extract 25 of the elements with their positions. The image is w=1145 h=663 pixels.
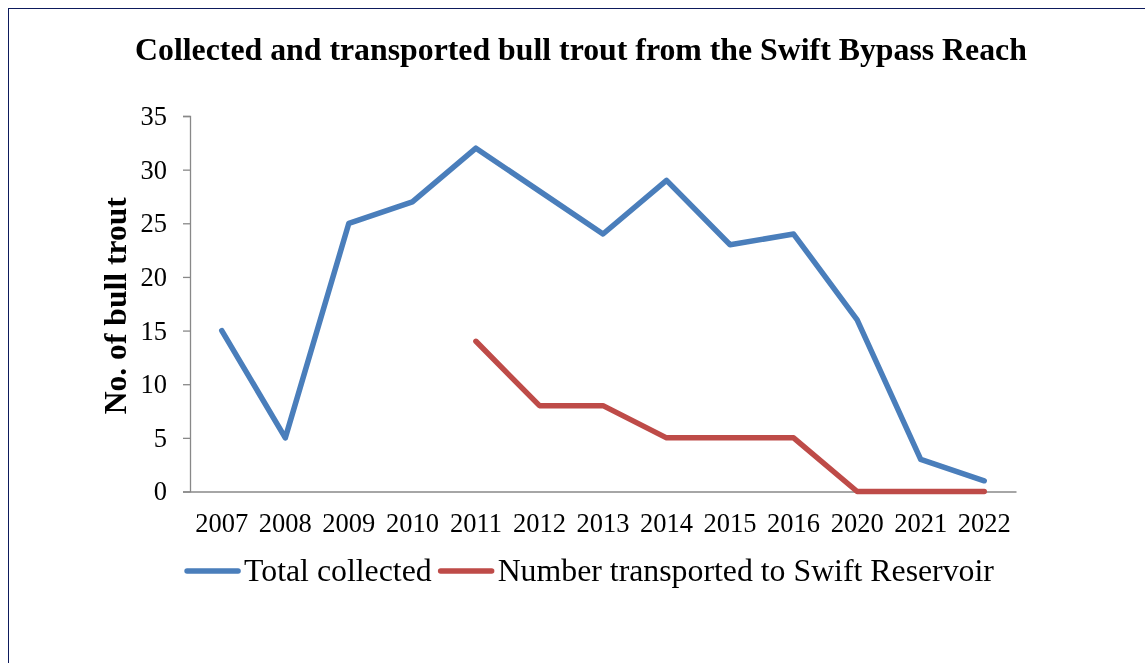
x-tick-label: 2011 <box>449 508 502 539</box>
x-tick-label: 2021 <box>894 508 948 539</box>
x-tick-label: 2012 <box>512 508 566 539</box>
x-tick-label: 2015 <box>703 508 757 539</box>
x-tick-label: 2007 <box>195 508 249 539</box>
y-tick-label: 0 <box>153 476 167 507</box>
legend-label: Total collected <box>244 553 432 588</box>
y-tick-label: 15 <box>140 315 167 346</box>
y-tick-label: 10 <box>140 369 167 400</box>
x-tick-label: 2022 <box>957 508 1011 539</box>
chart-title: Collected and transported bull trout from the Swift Bypass Reach <box>135 32 1028 67</box>
x-tick-label: 2009 <box>322 508 376 539</box>
y-tick-label: 25 <box>140 208 167 239</box>
y-axis-title: No. of bull trout <box>98 196 133 415</box>
x-tick-label: 2008 <box>258 508 312 539</box>
x-tick-label: 2014 <box>640 508 694 539</box>
x-tick-label: 2016 <box>767 508 821 539</box>
x-tick-label: 2010 <box>385 508 439 539</box>
y-tick-label: 5 <box>153 422 167 453</box>
y-tick-label: 35 <box>140 100 167 131</box>
x-tick-label: 2013 <box>576 508 630 539</box>
legend-label: Number transported to Swift Reservoir <box>497 553 995 588</box>
y-tick-label: 30 <box>140 154 167 185</box>
y-tick-label: 20 <box>140 261 167 292</box>
x-tick-label: 2020 <box>830 508 884 539</box>
